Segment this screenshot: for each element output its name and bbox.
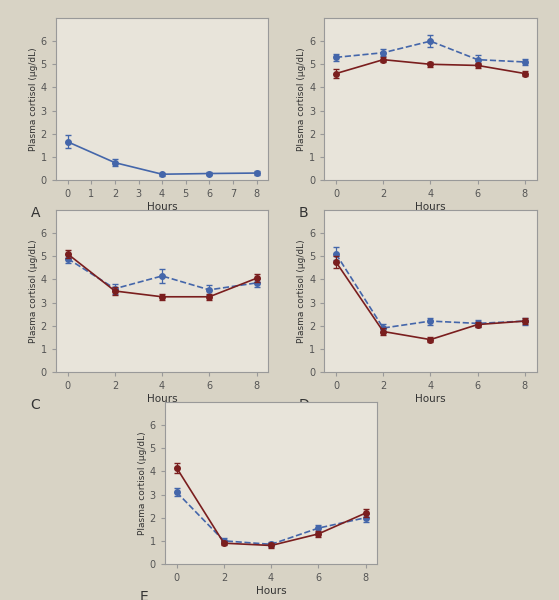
X-axis label: Hours: Hours [147, 202, 177, 212]
Text: A: A [30, 206, 40, 220]
Text: C: C [30, 398, 40, 412]
X-axis label: Hours: Hours [415, 202, 446, 212]
X-axis label: Hours: Hours [415, 394, 446, 404]
Y-axis label: Plasma cortisol (μg/dL): Plasma cortisol (μg/dL) [29, 239, 38, 343]
Y-axis label: Plasma cortisol (μg/dL): Plasma cortisol (μg/dL) [297, 239, 306, 343]
Y-axis label: Plasma cortisol (μg/dL): Plasma cortisol (μg/dL) [297, 47, 306, 151]
X-axis label: Hours: Hours [256, 586, 286, 596]
X-axis label: Hours: Hours [147, 394, 177, 404]
Text: E: E [139, 590, 148, 600]
Y-axis label: Plasma cortisol (μg/dL): Plasma cortisol (μg/dL) [138, 431, 147, 535]
Text: D: D [299, 398, 310, 412]
Y-axis label: Plasma cortisol (μg/dL): Plasma cortisol (μg/dL) [29, 47, 38, 151]
Text: B: B [299, 206, 309, 220]
